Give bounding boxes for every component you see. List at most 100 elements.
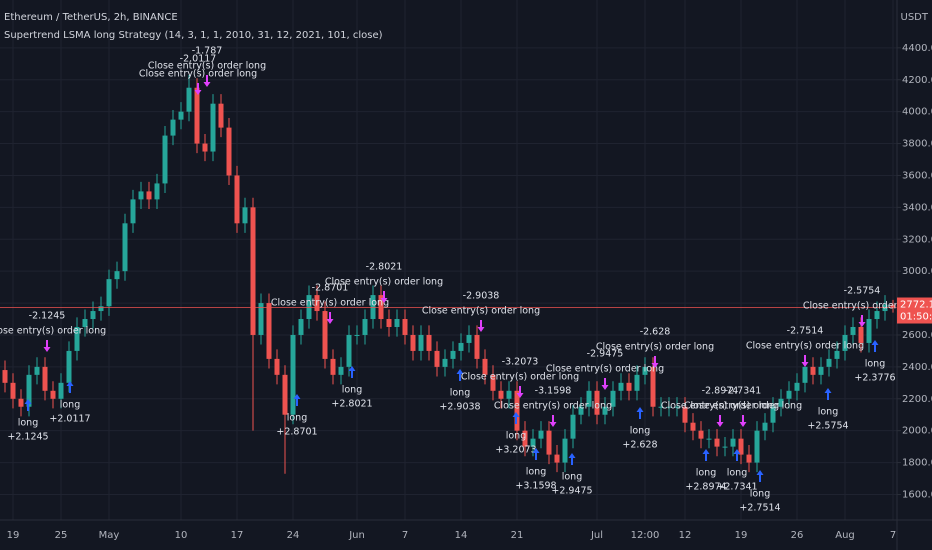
candle-body (562, 438, 568, 463)
candle-body (394, 319, 400, 327)
exit-profit: -1.787 (192, 46, 223, 57)
candle-body (578, 406, 584, 415)
exit-profit: -2.628 (640, 327, 671, 338)
exit-arrow (477, 320, 485, 332)
exit-arrow (739, 415, 747, 427)
candle-body (842, 334, 848, 351)
candle-body (194, 87, 200, 144)
candle-body (418, 334, 424, 351)
candle-body (626, 382, 632, 391)
candle-body (458, 342, 464, 351)
exit-arrow (601, 378, 609, 390)
candle-body (794, 382, 800, 391)
exit-profit: -2.9475 (587, 349, 624, 360)
exit-label: Close entry(s) order long (148, 61, 266, 72)
candle-body (538, 430, 544, 439)
exit-profit: -3.1598 (535, 386, 572, 397)
entry-profit: +2.7341 (716, 482, 757, 493)
candle-body (546, 430, 552, 455)
x-tick-label: Jul (590, 530, 603, 541)
y-tick-label: 3600.00 (902, 170, 932, 181)
candle-body (634, 374, 640, 391)
entry-profit: +2.628 (622, 440, 657, 451)
candle-body (314, 295, 320, 312)
candle-body (674, 406, 680, 408)
entry-profit: +2.7514 (739, 503, 780, 514)
exit-profit: -2.5754 (844, 286, 881, 297)
x-tick-label: 21 (511, 530, 524, 541)
candle-body (658, 406, 664, 408)
candle-body (178, 111, 184, 120)
candle-body (138, 191, 144, 200)
entry-profit: +2.5754 (807, 421, 848, 432)
candle-body (250, 207, 256, 335)
entry-label: long (60, 400, 81, 411)
entry-arrow (733, 449, 741, 461)
entry-profit: +2.8701 (276, 427, 317, 438)
candle-body (682, 406, 688, 423)
x-tick-label: 14 (455, 530, 468, 541)
entry-label: long (630, 426, 651, 437)
candle-body (482, 358, 488, 375)
candle-body (570, 414, 576, 439)
candle-body (106, 279, 112, 307)
candle-body (826, 358, 832, 367)
candle-body (474, 334, 480, 359)
entry-profit: +2.8974 (685, 482, 726, 493)
x-tick-label: 19 (735, 530, 748, 541)
candle-body (202, 143, 208, 152)
candle-body (498, 390, 504, 399)
candle-body (738, 438, 744, 455)
candle-body (434, 350, 440, 367)
candle-body (282, 374, 288, 415)
candle-body (522, 430, 528, 447)
candle-body (530, 438, 536, 447)
candle-body (506, 390, 512, 399)
candle-body (114, 271, 120, 280)
candle-body (650, 366, 656, 407)
price-label: 2772.12 (900, 300, 932, 311)
candle-body (90, 311, 96, 320)
entry-arrow (532, 448, 540, 460)
candle-body (50, 390, 56, 399)
candle-body (410, 334, 416, 351)
y-tick-label: 2000.00 (902, 426, 932, 437)
entry-label: long (562, 472, 583, 483)
candle-body (554, 454, 560, 463)
candle-body (586, 390, 592, 407)
candle-body (426, 334, 432, 351)
entry-arrow (824, 388, 832, 400)
exit-label: Close entry(s) order long (746, 341, 864, 352)
y-tick-label: 2600.00 (902, 330, 932, 341)
candle-body (490, 374, 496, 391)
exit-label: Close entry(s) order long (596, 342, 714, 353)
x-tick-label: Jun (348, 530, 365, 541)
exit-arrow (43, 340, 51, 352)
candle-body (66, 350, 72, 383)
candle-body (330, 358, 336, 375)
candle-body (130, 199, 136, 224)
y-tick-label: 2400.00 (902, 362, 932, 373)
entry-arrow (293, 394, 301, 406)
candle-body (594, 390, 600, 415)
entry-arrow (348, 366, 356, 378)
candle-body (186, 87, 192, 112)
exit-profit: -2.7514 (787, 326, 824, 337)
exit-label: Close entry(s) order long (661, 401, 779, 412)
candle-body (146, 191, 152, 200)
candle-body (266, 303, 272, 359)
candle-body (362, 319, 368, 335)
candle-body (122, 223, 128, 272)
y-tick-label: 3000.00 (902, 266, 932, 277)
candle-body (338, 366, 344, 375)
candle-body (298, 319, 304, 335)
x-tick-label: 10 (175, 530, 188, 541)
candle-body (602, 406, 608, 415)
exit-profit: -2.7341 (725, 386, 762, 397)
candle-body (18, 398, 24, 407)
candle-body (346, 334, 352, 367)
entry-arrow (66, 381, 74, 393)
countdown: 01:50:31 (900, 312, 932, 323)
exit-profit: -2.8974 (702, 386, 739, 397)
